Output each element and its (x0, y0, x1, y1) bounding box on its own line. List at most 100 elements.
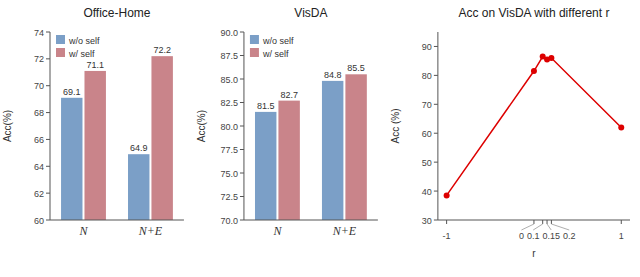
y-tick (434, 191, 438, 192)
chart-title: Office-Home (83, 6, 150, 20)
x-axis-label: r (532, 248, 536, 259)
panel-bar: Office-HomeAcc(%)606264666870727469.164.… (2, 6, 184, 277)
y-tick-label: 90 (422, 42, 432, 52)
data-label: 71.1 (86, 60, 104, 70)
y-axis-label: Acc(%) (196, 110, 207, 142)
y-tick-label: 87.5 (220, 51, 238, 61)
data-label: 81.5 (257, 101, 275, 111)
x-tick (533, 220, 534, 224)
x-axis-line (50, 220, 184, 221)
y-tick (46, 85, 50, 86)
y-tick-label: 64 (34, 162, 44, 172)
tick-connector (533, 224, 542, 230)
y-tick (434, 133, 438, 134)
y-tick (46, 220, 50, 221)
data-label: 82.7 (280, 90, 298, 100)
point (444, 192, 450, 198)
x-tick (621, 220, 622, 224)
y-tick (46, 139, 50, 140)
legend-swatch (250, 35, 259, 44)
y-tick (240, 173, 244, 174)
y-tick-label: 50 (422, 158, 432, 168)
legend-entry: w/ self (262, 49, 289, 59)
x-tick (547, 220, 548, 224)
data-label: 85.5 (347, 63, 365, 73)
data-labels: 81.5 84.8 82.7 85.5 (257, 63, 365, 111)
y-tick-label: 82.5 (220, 98, 238, 108)
legend-entry: w/o self (68, 36, 100, 46)
x-tick (446, 220, 447, 224)
y-tick-label: 68 (34, 108, 44, 118)
x-tick-label: N (272, 224, 282, 238)
y-axis-label: Acc(%) (2, 110, 13, 142)
y-tick (240, 126, 244, 127)
line (447, 57, 622, 196)
legend-entry: w/ self (68, 49, 95, 59)
bar (84, 71, 105, 220)
y-tick (46, 58, 50, 59)
x-axis-line (438, 220, 630, 221)
y-tick-label: 80 (422, 71, 432, 81)
x-tick-label: 0 (519, 231, 524, 241)
x-tick (551, 220, 552, 224)
y-axis-line (243, 32, 244, 220)
y-tick-label: 72 (34, 54, 44, 64)
x-tick-label: N+E (138, 224, 163, 238)
point (548, 55, 554, 61)
bar (255, 112, 276, 220)
bar (322, 81, 343, 220)
y-axis-line (437, 32, 438, 220)
legend: w/o self w/ self (56, 35, 100, 59)
y-tick (434, 162, 438, 163)
x-tick-label: N (78, 224, 88, 238)
y-tick-label: 62 (34, 189, 44, 199)
data-labels: 69.164.971.172.2 (63, 45, 171, 153)
y-tick (434, 104, 438, 105)
data-label: 69.1 (63, 87, 81, 97)
chart-root: Office-HomeAcc(%)606264666870727469.164.… (0, 0, 640, 277)
y-tick-label: 80.0 (220, 122, 238, 132)
chart-title: Acc on VisDA with different r (458, 6, 609, 20)
point (531, 68, 537, 74)
panel-bar: VisDAAcc(%)70.072.575.077.580.082.585.08… (196, 6, 378, 277)
y-tick (240, 55, 244, 56)
x-tick-label: 0.1 (527, 231, 540, 241)
y-tick (240, 102, 244, 103)
bar (345, 74, 366, 220)
y-tick (46, 166, 50, 167)
y-tick-label: 60 (422, 129, 432, 139)
y-tick (240, 220, 244, 221)
y-tick (240, 79, 244, 80)
y-tick-label: 70.0 (220, 216, 238, 226)
bar (278, 101, 299, 220)
data-label: 84.8 (324, 70, 342, 80)
legend: w/o self w/ self (250, 35, 294, 59)
y-tick (240, 32, 244, 33)
chart-title: VisDA (294, 6, 327, 20)
legend-entry: w/o self (262, 36, 294, 46)
y-tick (434, 46, 438, 47)
x-tick-label: N+E (332, 224, 357, 238)
y-tick-label: 90.0 (220, 28, 238, 38)
marks (255, 74, 367, 220)
panel-line: Acc on VisDA with different rAcc (%)3040… (390, 6, 630, 259)
y-tick (240, 149, 244, 150)
tick-connector (551, 224, 569, 230)
y-tick-label: 70 (34, 81, 44, 91)
y-tick (434, 220, 438, 221)
y-tick-label: 70 (422, 100, 432, 110)
y-tick-label: 75.0 (220, 169, 238, 179)
y-tick-label: 60 (34, 216, 44, 226)
y-tick (46, 32, 50, 33)
legend-swatch (250, 48, 259, 57)
y-tick-label: 30 (422, 216, 432, 226)
marks (61, 56, 173, 220)
x-tick (542, 220, 543, 224)
y-tick-label: 40 (422, 187, 432, 197)
bar (128, 154, 149, 220)
y-tick (46, 193, 50, 194)
legend-swatch (56, 48, 65, 57)
y-tick-label: 77.5 (220, 145, 238, 155)
y-tick-label: 85.0 (220, 75, 238, 85)
x-tick-label: 0.2 (563, 231, 576, 241)
